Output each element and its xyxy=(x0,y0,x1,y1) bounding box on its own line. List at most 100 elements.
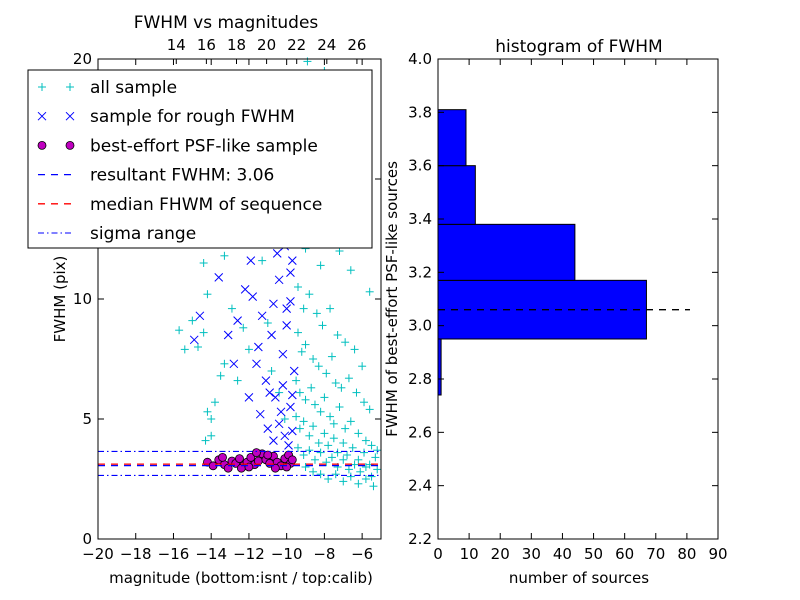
rough-fwhm-point xyxy=(286,297,295,306)
histogram-bar xyxy=(437,165,476,225)
rough-fwhm-point xyxy=(214,273,224,282)
all-sample-point xyxy=(207,431,216,440)
all-sample-point xyxy=(341,424,350,433)
rough-fwhm-point xyxy=(287,256,297,265)
rough-fwhm-point-b xyxy=(246,256,256,265)
rough-fwhm-point-b xyxy=(274,275,284,285)
histogram-bar xyxy=(437,223,576,281)
all-sample-point xyxy=(220,251,229,260)
all-sample-point xyxy=(293,443,302,452)
all-sample-point xyxy=(207,415,216,423)
histogram-x-tick-label: 90 xyxy=(708,545,727,563)
all-sample-point xyxy=(365,405,374,414)
rough-fwhm-point xyxy=(255,409,265,419)
rough-fwhm-point-b xyxy=(252,359,261,369)
all-sample-point xyxy=(292,412,301,421)
all-sample-point xyxy=(371,453,380,462)
all-sample-point xyxy=(299,451,308,459)
all-sample-point xyxy=(339,455,348,464)
all-sample-point xyxy=(301,463,310,471)
legend-label: resultant FWHM: 3.06 xyxy=(90,166,274,186)
all-sample-point xyxy=(310,400,319,409)
legend-item: sample for rough FWHM xyxy=(37,107,295,127)
all-sample-point xyxy=(337,383,346,392)
rough-fwhm-point-b xyxy=(287,256,297,265)
all-sample-point xyxy=(361,475,370,483)
left-x-axis-label: magnitude (bottom:isnt / top:calib) xyxy=(109,569,373,587)
all-sample-point xyxy=(305,290,314,299)
rough-fwhm-point xyxy=(284,441,293,450)
all-sample-point xyxy=(280,415,289,423)
legend-label: sigma range xyxy=(90,224,196,244)
all-sample-point xyxy=(309,467,318,476)
all-sample-point xyxy=(324,441,333,450)
all-sample-point xyxy=(341,338,350,347)
all-sample-point xyxy=(316,448,325,457)
left-title: FWHM vs magnitudes xyxy=(134,13,319,33)
histogram-y-tick-label: 3.8 xyxy=(408,103,432,121)
legend-marker-b xyxy=(65,111,75,121)
all-sample-point xyxy=(333,331,342,339)
right-plot-frame xyxy=(437,58,719,540)
legend-item: all sample xyxy=(38,78,177,98)
rough-fwhm-point-b xyxy=(254,342,263,352)
all-sample-point xyxy=(320,393,329,402)
all-sample-point xyxy=(295,424,304,433)
psf-like-point xyxy=(263,450,273,460)
all-sample-point xyxy=(326,412,335,421)
all-sample-point xyxy=(316,470,325,479)
histogram-y-tick-label: 2.6 xyxy=(408,423,432,441)
rough-fwhm-point-b xyxy=(272,249,282,258)
legend-marker-b xyxy=(37,111,47,121)
all-sample-point xyxy=(299,304,308,313)
rough-fwhm-point-b xyxy=(189,335,199,345)
histogram-x-tick-label: 40 xyxy=(553,545,572,563)
rough-fwhm-point-b xyxy=(263,424,273,433)
all-sample-point xyxy=(318,321,327,330)
all-sample-point xyxy=(346,417,355,426)
bottom-x-tick-label: −18 xyxy=(120,545,152,563)
histogram-x-tick-label: 20 xyxy=(491,545,510,563)
rough-fwhm-point xyxy=(240,285,250,294)
rough-fwhm-point xyxy=(269,436,278,445)
y-tick-label: 5 xyxy=(82,410,92,428)
all-sample-point xyxy=(193,343,202,351)
legend: all sample sample for rough FWHM best-effo… xyxy=(27,69,373,249)
histogram-x-tick-label: 30 xyxy=(522,545,541,563)
all-sample-point xyxy=(346,266,355,275)
histogram-bars xyxy=(437,109,647,396)
rough-fwhm-point xyxy=(223,330,233,340)
all-sample-point xyxy=(344,374,353,383)
all-sample-point xyxy=(244,345,253,354)
all-sample-point xyxy=(220,359,229,368)
all-sample-point xyxy=(352,388,361,397)
rough-fwhm-point xyxy=(270,393,280,402)
all-sample-point xyxy=(309,422,318,431)
rough-fwhm-point xyxy=(287,390,297,400)
rough-fwhm-point xyxy=(257,311,267,321)
all-sample-point xyxy=(354,429,363,438)
rough-fwhm-point xyxy=(278,381,288,390)
all-sample-point xyxy=(322,458,331,467)
all-sample-point xyxy=(210,398,219,407)
all-sample-point xyxy=(354,455,363,464)
histogram-x-tick-label: 60 xyxy=(615,545,634,563)
rough-fwhm-point-b xyxy=(286,268,295,277)
all-sample-point xyxy=(263,319,272,327)
legend-item: median FHWM of sequence xyxy=(38,195,322,215)
all-sample-point xyxy=(297,347,306,356)
rough-fwhm-point-b xyxy=(233,316,242,325)
all-sample-point xyxy=(301,395,310,404)
all-sample-point xyxy=(361,436,370,445)
all-sample-point xyxy=(329,434,338,443)
rough-fwhm-point-b xyxy=(276,407,286,417)
all-sample-point xyxy=(335,403,344,411)
rough-fwhm-point-b xyxy=(269,436,278,445)
y-tick-label: 20 xyxy=(73,50,92,68)
legend-item: best-effort PSF-like sample xyxy=(37,136,318,156)
all-sample-point xyxy=(346,472,355,481)
top-calib-tick-label: 20 xyxy=(257,36,276,54)
reference-lines xyxy=(98,450,381,476)
all-sample-point xyxy=(356,467,365,476)
